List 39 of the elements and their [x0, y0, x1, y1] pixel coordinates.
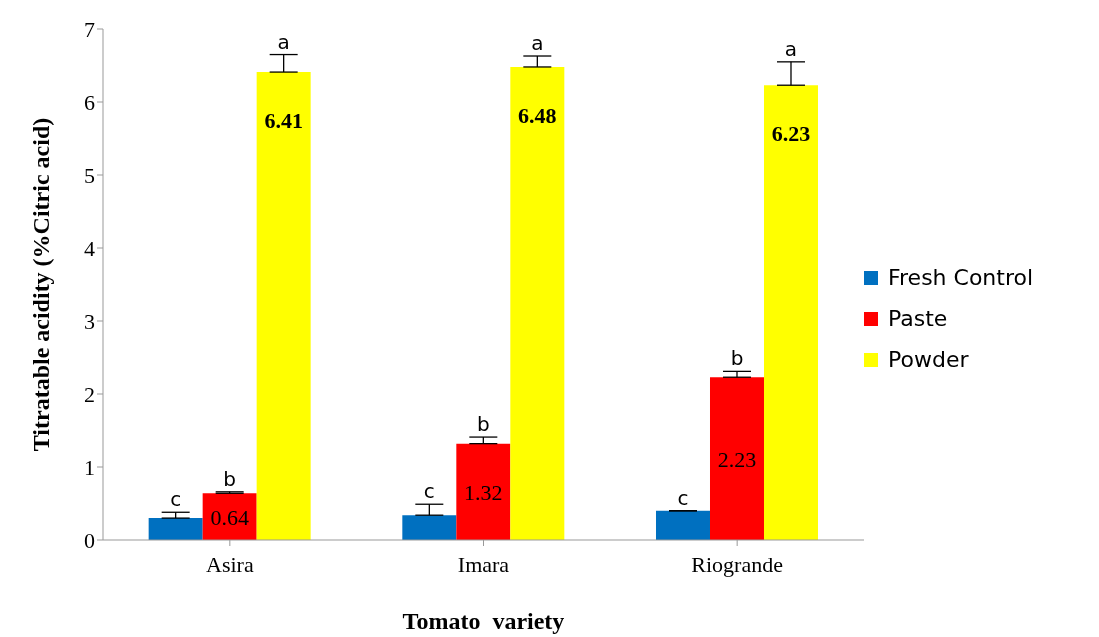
annotation: c — [423, 479, 435, 504]
annotation: a — [277, 29, 290, 54]
data-label: 0.64 — [210, 504, 249, 530]
data-label: 6.23 — [771, 121, 811, 147]
bar — [456, 443, 511, 540]
x-tick-label: Asira — [206, 551, 254, 577]
bar — [402, 515, 457, 540]
y-tick-label: 6 — [84, 89, 95, 115]
annotation: c — [170, 487, 182, 512]
annotation: b — [223, 466, 237, 491]
bar — [256, 72, 311, 540]
data-label: 6.48 — [518, 102, 557, 128]
data-label: 1.32 — [464, 479, 503, 505]
annotation: a — [531, 31, 544, 56]
y-tick-label: 1 — [84, 454, 95, 480]
legend-label: Paste — [887, 306, 949, 331]
x-axis-title: Tomato variety — [402, 608, 565, 634]
y-tick-label: 3 — [84, 308, 95, 334]
data-label: 2.23 — [717, 446, 757, 472]
bar — [148, 518, 203, 540]
y-tick-label: 2 — [84, 381, 95, 407]
annotation: a — [784, 36, 798, 61]
annotation: b — [730, 346, 744, 371]
bar — [655, 510, 710, 540]
bar — [709, 377, 764, 540]
annotation: c — [677, 485, 689, 510]
y-axis-title: Titratable acidity (%Citric acid) — [27, 117, 54, 452]
x-tick-label: Imara — [457, 551, 510, 577]
legend-label: Powder — [887, 347, 970, 372]
annotation: b — [476, 412, 490, 437]
y-tick-label: 5 — [84, 162, 95, 188]
bar — [763, 85, 818, 540]
y-tick-label: 4 — [84, 235, 95, 261]
data-label: 6.41 — [264, 108, 303, 134]
bar — [510, 66, 565, 540]
legend-label: Fresh Control — [887, 265, 1035, 290]
y-tick-label: 7 — [84, 16, 95, 42]
y-tick-label: 0 — [84, 527, 95, 553]
x-tick-label: Riogrande — [691, 551, 783, 577]
